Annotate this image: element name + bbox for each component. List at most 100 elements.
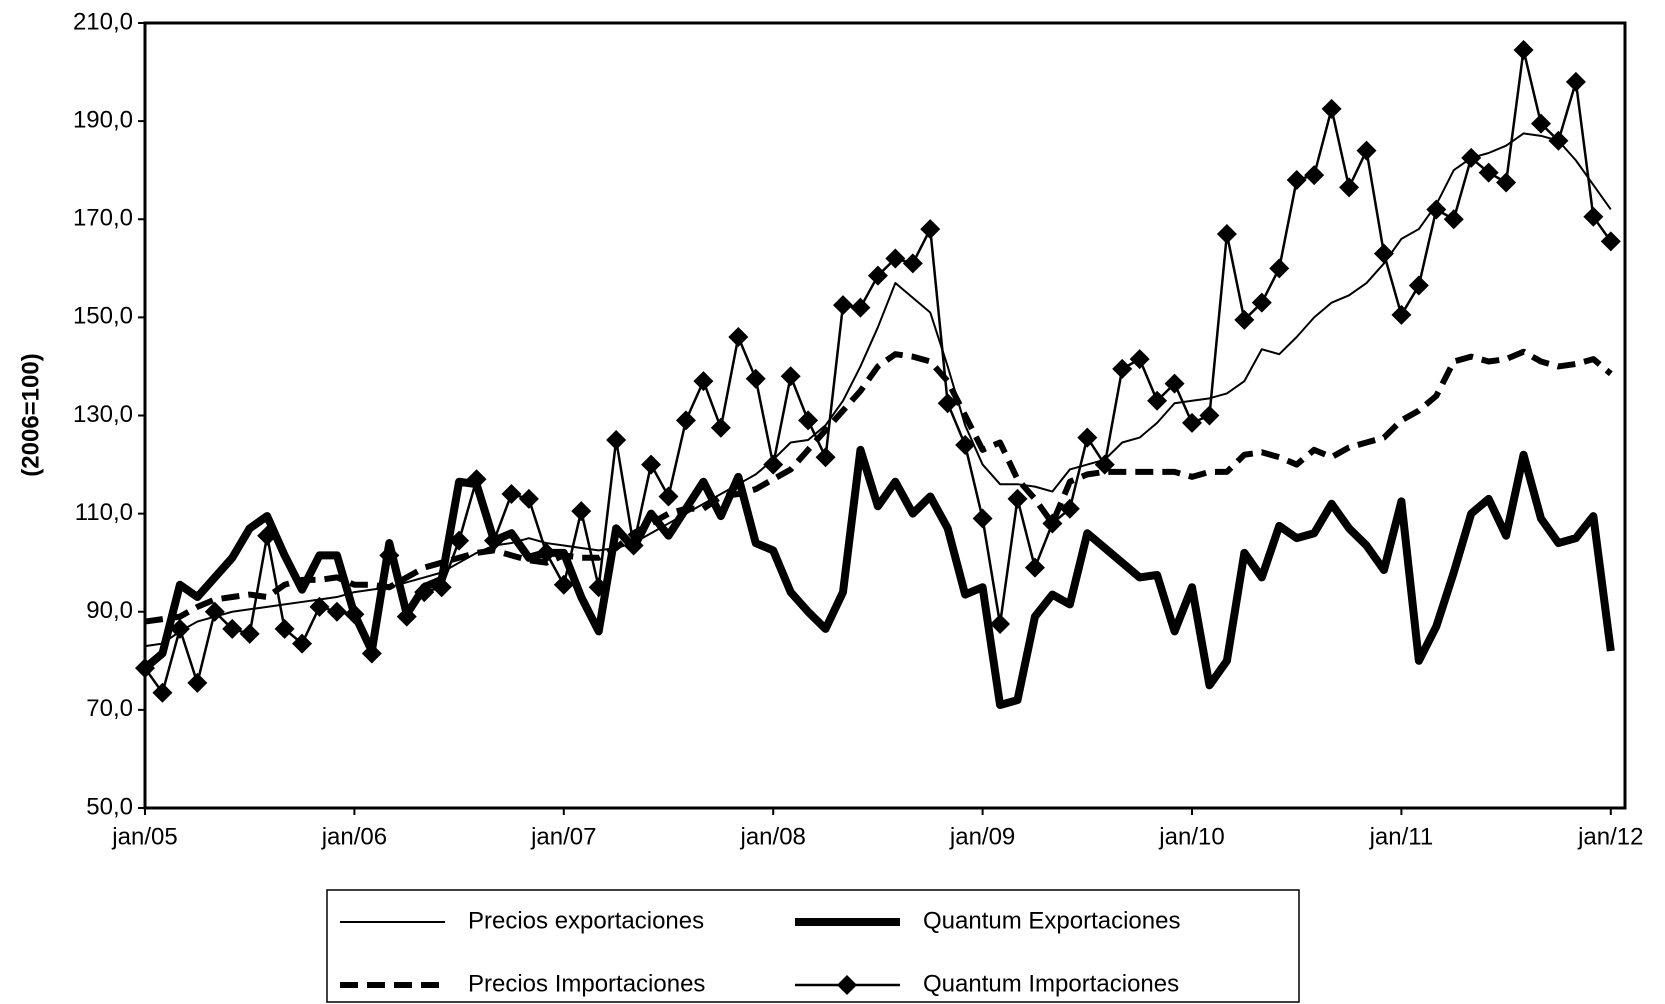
marker [1478, 162, 1499, 183]
legend-marker [837, 975, 857, 995]
marker [1251, 292, 1272, 313]
marker [1007, 488, 1028, 509]
marker [344, 604, 365, 625]
marker [867, 265, 888, 286]
y-tick-label: 130,0 [73, 401, 133, 428]
marker [484, 530, 504, 551]
marker [449, 530, 470, 551]
marker [1042, 513, 1063, 534]
marker [309, 596, 330, 617]
marker [571, 501, 592, 522]
marker [239, 623, 260, 644]
x-tick-label: jan/11 [1369, 823, 1434, 850]
marker [1339, 177, 1360, 198]
legend-label: Precios Importaciones [468, 970, 705, 997]
marker [885, 248, 906, 269]
marker [1443, 209, 1464, 230]
marker [920, 219, 941, 240]
marker [1234, 309, 1255, 330]
marker [1321, 98, 1342, 119]
marker [850, 297, 871, 318]
marker [1600, 231, 1621, 252]
marker [414, 582, 435, 603]
marker [798, 410, 819, 431]
marker [466, 469, 487, 490]
marker [1548, 130, 1569, 151]
y-tick-label: 110,0 [75, 499, 133, 526]
marker [553, 574, 574, 595]
marker [501, 484, 522, 504]
marker [955, 434, 976, 455]
x-tick-label: jan/08 [740, 823, 806, 850]
marker [204, 601, 225, 622]
series-line [142, 445, 1615, 709]
marker [1408, 275, 1429, 296]
marker [1024, 557, 1045, 578]
marker [1496, 172, 1517, 193]
y-tick-label: 70,0 [86, 695, 133, 722]
marker [658, 486, 679, 507]
y-tick-label: 210,0 [73, 8, 133, 35]
marker [1147, 390, 1168, 411]
marker [763, 454, 784, 475]
marker [274, 618, 295, 639]
marker [1583, 206, 1604, 227]
marker [518, 488, 539, 509]
marker [710, 417, 731, 438]
marker [396, 606, 417, 627]
y-tick-label: 150,0 [73, 303, 133, 330]
y-axis-label: (2006=100) [17, 353, 44, 476]
series-line [144, 348, 1613, 625]
marker [1426, 199, 1447, 220]
marker [379, 545, 400, 566]
marker [257, 525, 278, 546]
y-tick-label: 190,0 [73, 106, 133, 133]
marker [1112, 358, 1133, 379]
x-tick-label: jan/06 [321, 823, 387, 850]
marker [431, 577, 452, 598]
y-tick-label: 50,0 [86, 793, 133, 820]
marker [326, 601, 347, 622]
y-tick-label: 90,0 [86, 597, 133, 624]
marker [588, 577, 609, 598]
x-tick-label: jan/12 [1577, 823, 1643, 850]
legend-label: Quantum Importaciones [923, 970, 1179, 997]
legend-box [326, 889, 1300, 1003]
marker [1077, 427, 1098, 448]
marker [675, 410, 696, 431]
marker [728, 327, 749, 347]
marker [1164, 373, 1185, 394]
marker [902, 253, 923, 274]
marker [152, 682, 173, 703]
legend-label: Precios exportaciones [468, 907, 704, 934]
marker [990, 614, 1011, 635]
marker [1216, 223, 1237, 244]
marker [780, 366, 801, 387]
marker [937, 393, 958, 414]
marker [1129, 349, 1150, 370]
marker [745, 368, 766, 389]
series-line [144, 132, 1612, 648]
plot-frame [143, 21, 1627, 810]
marker [1531, 113, 1551, 134]
marker [641, 454, 662, 475]
marker [187, 672, 208, 693]
marker [606, 430, 627, 451]
marker [292, 633, 313, 654]
marker [222, 618, 243, 639]
x-tick-label: jan/09 [949, 823, 1015, 850]
marker [135, 658, 155, 679]
marker [815, 447, 836, 468]
marker [536, 542, 557, 563]
marker [623, 535, 644, 556]
marker [1199, 405, 1220, 426]
marker [1461, 147, 1482, 168]
marker [1373, 243, 1394, 264]
legend-label: Quantum Exportaciones [923, 907, 1180, 934]
x-tick-label: jan/07 [530, 823, 596, 850]
marker [1391, 304, 1412, 325]
marker [1269, 258, 1290, 279]
marker [1356, 140, 1377, 161]
marker [972, 508, 993, 529]
